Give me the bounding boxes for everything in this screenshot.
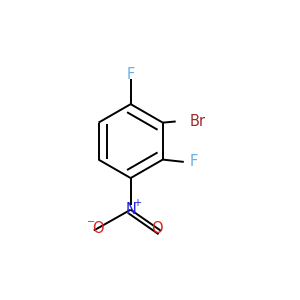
Text: +: + [133, 198, 141, 208]
Text: −: − [87, 218, 95, 227]
Text: Br: Br [190, 114, 206, 129]
Text: O: O [152, 221, 163, 236]
Text: O: O [92, 221, 104, 236]
Text: F: F [127, 67, 135, 82]
Text: F: F [190, 154, 198, 169]
Text: N: N [125, 202, 136, 217]
